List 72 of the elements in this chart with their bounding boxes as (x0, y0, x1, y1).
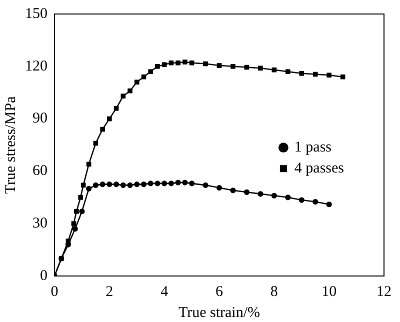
y-tick-label: 150 (25, 6, 48, 22)
point (92, 182, 98, 188)
x-tick-label: 2 (106, 284, 114, 300)
point (154, 180, 160, 186)
y-tick-label: 60 (32, 163, 48, 180)
point (189, 60, 194, 66)
point (74, 208, 79, 214)
point (113, 182, 120, 188)
point (326, 202, 332, 208)
point (216, 63, 222, 68)
point (312, 198, 318, 205)
point (182, 180, 188, 186)
y-tick-label: 0 (40, 268, 48, 284)
point (182, 60, 188, 64)
point (148, 69, 154, 74)
point (148, 180, 154, 186)
point (134, 182, 140, 188)
point (258, 66, 263, 71)
point (258, 191, 264, 197)
point (86, 186, 92, 192)
point (175, 180, 181, 186)
legend-label: 1 pass (294, 140, 332, 156)
point (120, 94, 126, 98)
point (79, 208, 85, 214)
y-tick-label: 120 (25, 58, 48, 74)
x-tick-label: 0 (50, 284, 58, 300)
y-axis-title: True stress/MPa (2, 96, 19, 194)
point (100, 182, 106, 188)
point (155, 64, 160, 69)
point (285, 194, 291, 200)
point (299, 70, 304, 76)
y-tick-label: 90 (32, 110, 48, 127)
point (141, 74, 146, 80)
point (71, 221, 76, 226)
point (162, 62, 167, 68)
point (203, 61, 208, 66)
point (120, 182, 126, 188)
x-axis-title: True strain/% (178, 304, 260, 321)
point (230, 188, 236, 194)
point (106, 182, 112, 188)
point (134, 80, 140, 85)
x-tick-label: 10 (322, 284, 337, 300)
legend-label: 4 passes (294, 160, 344, 177)
point (100, 126, 105, 132)
point (176, 60, 180, 66)
point (78, 194, 83, 200)
x-tick-label: 8 (270, 284, 278, 300)
point (168, 180, 174, 186)
point (202, 182, 208, 188)
point (326, 72, 332, 78)
point (107, 116, 112, 122)
point (298, 197, 304, 203)
point (230, 64, 236, 69)
point (271, 192, 277, 198)
point (216, 184, 222, 191)
x-tick-label: 12 (376, 284, 392, 300)
point (285, 69, 290, 74)
point (168, 60, 174, 66)
x-tick-label: 4 (160, 284, 169, 300)
y-tick-label: 30 (32, 216, 48, 232)
x-tick-label: 6 (216, 284, 224, 300)
point (66, 238, 71, 244)
point (127, 182, 133, 188)
point (188, 180, 195, 186)
point (312, 72, 318, 77)
point (162, 180, 168, 186)
point (128, 88, 132, 94)
point (340, 74, 346, 80)
point (272, 67, 277, 72)
point (140, 182, 147, 188)
point (72, 226, 78, 232)
point (244, 189, 250, 195)
